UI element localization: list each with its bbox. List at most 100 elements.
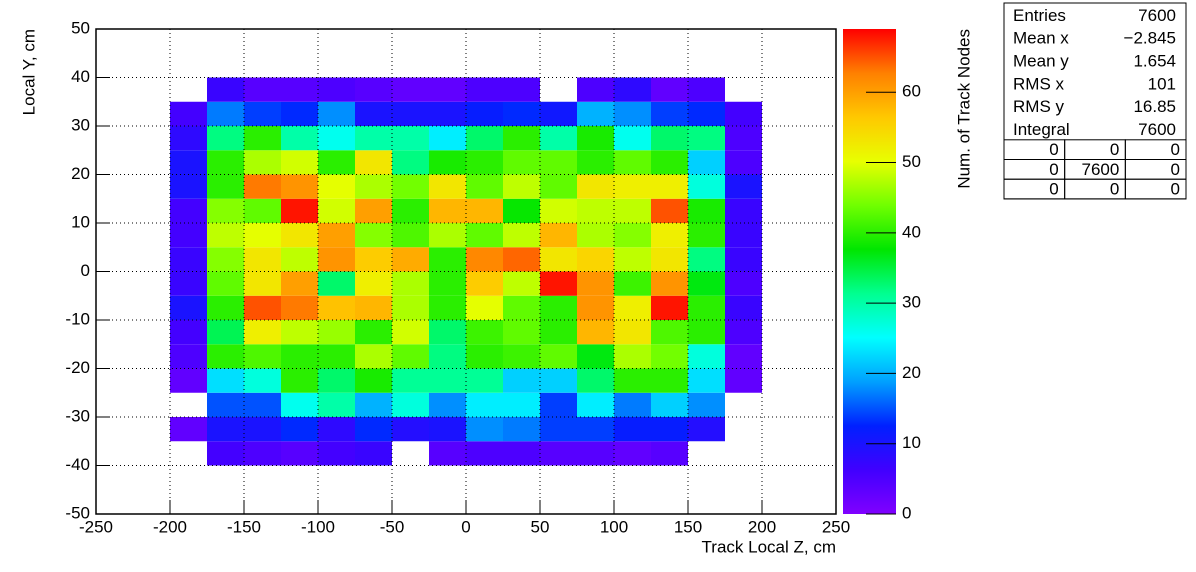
- x-tick-label: 200: [748, 517, 776, 536]
- stat-name: Mean x: [1013, 29, 1069, 48]
- heat-cell: [725, 126, 762, 151]
- heat-cell: [355, 271, 392, 296]
- heat-cell: [503, 344, 540, 369]
- heat-cell: [725, 223, 762, 248]
- heat-cell: [725, 101, 762, 126]
- heat-cell: [614, 271, 651, 296]
- heat-cell: [392, 174, 429, 199]
- heat-cell: [392, 344, 429, 369]
- heat-cell: [614, 101, 651, 126]
- overflow-value: 0: [1049, 160, 1058, 179]
- heat-cell: [429, 320, 466, 345]
- y-tick-label: 50: [71, 18, 90, 37]
- heat-cell: [355, 368, 392, 393]
- heat-cell: [318, 368, 355, 393]
- heat-cell: [318, 174, 355, 199]
- heat-cell: [429, 150, 466, 175]
- stats-box: [1003, 2, 1187, 200]
- heat-cell: [318, 150, 355, 175]
- heat-cell: [318, 271, 355, 296]
- heat-cell: [688, 150, 725, 175]
- heat-cell: [577, 174, 614, 199]
- heat-cell: [429, 344, 466, 369]
- heat-cell: [207, 295, 244, 320]
- heat-cell: [207, 247, 244, 272]
- heat-cell: [688, 247, 725, 272]
- heat-cell: [503, 320, 540, 345]
- heat-cell: [429, 198, 466, 223]
- heat-cell: [170, 101, 207, 126]
- heat-cell: [318, 223, 355, 248]
- heat-cell: [540, 223, 577, 248]
- heat-cell: [466, 126, 503, 151]
- heat-cell: [318, 417, 355, 442]
- heat-cell: [429, 368, 466, 393]
- heat-cell: [577, 392, 614, 417]
- heat-cell: [244, 223, 281, 248]
- heat-cell: [503, 368, 540, 393]
- heat-cell: [355, 223, 392, 248]
- y-tick-label: 30: [71, 115, 90, 134]
- heat-cell: [651, 392, 688, 417]
- heat-cell: [429, 223, 466, 248]
- heat-cell: [170, 174, 207, 199]
- y-tick-label: 40: [71, 67, 90, 86]
- heat-cell: [244, 198, 281, 223]
- z-tick-label: 10: [902, 433, 921, 452]
- heat-cell: [466, 247, 503, 272]
- heat-cell: [281, 126, 318, 151]
- overflow-value: 0: [1049, 140, 1058, 159]
- heat-cell: [540, 392, 577, 417]
- heat-cell: [688, 368, 725, 393]
- heat-cell: [170, 126, 207, 151]
- heat-cell: [466, 295, 503, 320]
- heat-cell: [614, 417, 651, 442]
- heat-cell: [503, 150, 540, 175]
- heat-cell: [392, 77, 429, 102]
- heat-cell: [614, 223, 651, 248]
- y-tick-label: 0: [81, 261, 90, 280]
- heat-cell: [429, 441, 466, 466]
- heat-cell: [725, 320, 762, 345]
- heat-cell: [355, 150, 392, 175]
- heat-cell: [725, 247, 762, 272]
- heat-cell: [688, 417, 725, 442]
- heat-cell: [466, 417, 503, 442]
- stat-name: RMS x: [1013, 74, 1065, 93]
- heat-cell: [318, 247, 355, 272]
- z-tick-label: 40: [902, 222, 921, 241]
- heat-cell: [577, 101, 614, 126]
- heat-cell: [392, 417, 429, 442]
- heat-cell: [170, 295, 207, 320]
- heat-cell: [651, 271, 688, 296]
- heat-cell: [392, 101, 429, 126]
- overflow-value: 0: [1171, 140, 1180, 159]
- heat-cell: [318, 77, 355, 102]
- heat-cell: [281, 247, 318, 272]
- heat-cell: [281, 150, 318, 175]
- heat-cell: [540, 101, 577, 126]
- z-tick-label: 20: [902, 363, 921, 382]
- color-bar: [843, 29, 896, 514]
- heat-cell: [614, 174, 651, 199]
- heat-cell: [281, 101, 318, 126]
- x-tick-label: 50: [531, 517, 550, 536]
- heat-cell: [318, 295, 355, 320]
- x-tick-label: 250: [822, 517, 850, 536]
- heat-cell: [614, 150, 651, 175]
- heat-cell: [392, 198, 429, 223]
- heat-cell: [281, 271, 318, 296]
- heat-cell: [170, 344, 207, 369]
- heat-cell: [651, 441, 688, 466]
- heat-cell: [614, 77, 651, 102]
- heat-cell: [207, 320, 244, 345]
- heat-cell: [244, 344, 281, 369]
- heat-cell: [281, 344, 318, 369]
- heat-cell: [170, 247, 207, 272]
- heat-cell: [614, 198, 651, 223]
- heat-cell: [614, 295, 651, 320]
- heat-cell: [170, 150, 207, 175]
- heat-cell: [614, 368, 651, 393]
- heat-cell: [725, 368, 762, 393]
